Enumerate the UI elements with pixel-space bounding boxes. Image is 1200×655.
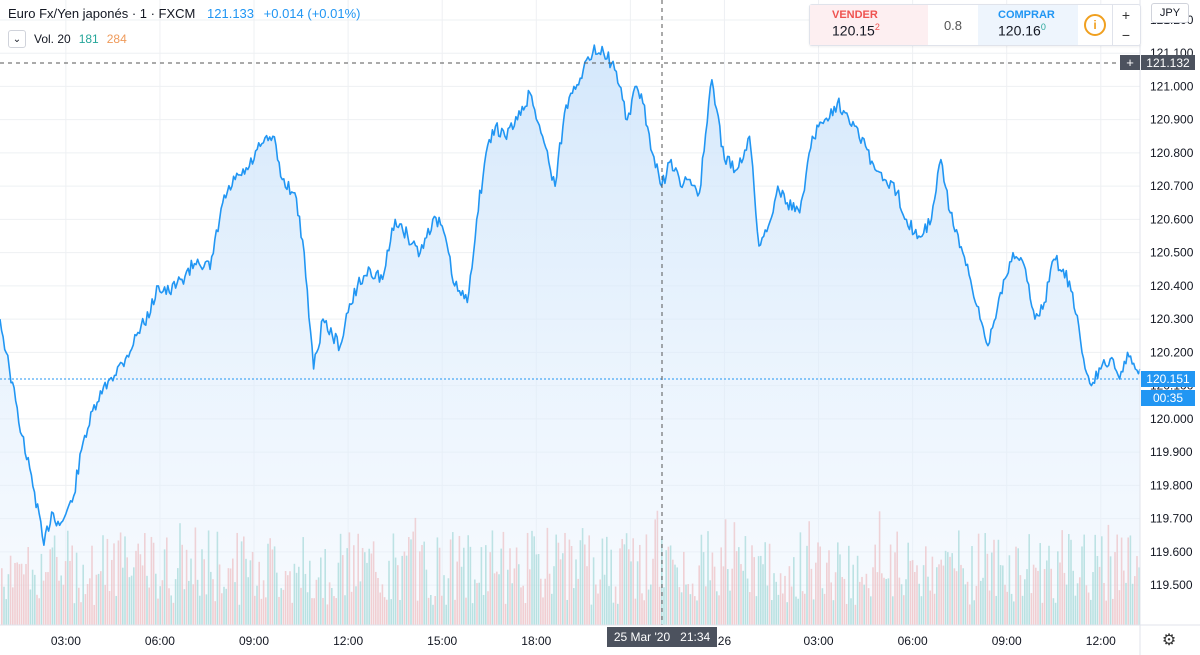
- price-axis: 119.500 119.600 119.700 119.800 119.900 120.0…: [1150, 13, 1194, 592]
- settings-gear-icon[interactable]: ⚙: [1161, 632, 1177, 649]
- price-tick-label: 120.500: [1150, 246, 1194, 260]
- sell-price: 120.152: [832, 22, 880, 39]
- buy-label: COMPRAR: [998, 9, 1055, 21]
- price-tick-label: 119.700: [1150, 512, 1193, 526]
- volume-down-value: 284: [106, 32, 127, 46]
- crosshair-clock: 21:34: [680, 630, 711, 644]
- price-tick-label: 120.700: [1150, 179, 1194, 193]
- plus-button[interactable]: +: [1121, 7, 1131, 23]
- crosshair-date: 25 Mar '20: [613, 630, 671, 644]
- time-axis: 03:0006:0009:0012:0015:0018:0021:002603:…: [51, 634, 1116, 648]
- quantity-stepper: + −: [1112, 5, 1139, 45]
- volume-up-value: 181: [78, 32, 99, 46]
- add-plus-icon[interactable]: +: [1120, 55, 1140, 70]
- spread-value: 0.8: [943, 17, 963, 33]
- price-tick-label: 119.500: [1150, 578, 1193, 592]
- time-tick-label: 18:00: [521, 634, 551, 648]
- price-tick-label: 120.400: [1150, 279, 1194, 293]
- time-tick-label: 09:00: [992, 634, 1022, 648]
- time-tick-label: 26: [718, 634, 732, 648]
- price-tick-label: 119.900: [1150, 445, 1193, 459]
- collapse-chevron-icon[interactable]: ⌄: [8, 30, 26, 48]
- time-tick-label: 09:00: [239, 634, 269, 648]
- currency-button[interactable]: JPY: [1151, 3, 1189, 23]
- time-tick-label: 06:00: [898, 634, 928, 648]
- price-tick-label: 120.900: [1150, 113, 1194, 127]
- price-tick-label: 119.800: [1150, 478, 1193, 492]
- chart-legend: Euro Fx/Yen japonés · 1 · FXCM 121.133 +…: [8, 6, 361, 21]
- time-tick-label: 12:00: [1086, 634, 1116, 648]
- symbol-title: Euro Fx/Yen japonés · 1 · FXCM: [8, 6, 196, 21]
- time-tick-label: 12:00: [333, 634, 363, 648]
- price-tick-label: 120.200: [1150, 345, 1194, 359]
- countdown-tag: 00:35: [1141, 390, 1195, 406]
- time-tick-label: 15:00: [427, 634, 457, 648]
- price-tick-label: 120.000: [1150, 412, 1194, 426]
- price-tick-label: 120.800: [1150, 146, 1194, 160]
- price-tick-label: 121.000: [1150, 79, 1194, 93]
- time-tick-label: 03:00: [51, 634, 81, 648]
- buy-button[interactable]: COMPRAR 120.160: [978, 5, 1078, 45]
- price-tick-label: 119.600: [1150, 545, 1193, 559]
- price-line: [0, 44, 1141, 546]
- sell-button[interactable]: VENDER 120.152: [810, 5, 928, 45]
- crosshair-time-tag: 25 Mar '20 21:34: [607, 627, 717, 647]
- sell-label: VENDER: [832, 9, 878, 21]
- buy-price: 120.160: [998, 22, 1046, 39]
- trade-panel: VENDER 120.152 0.8 COMPRAR 120.160 i + −: [809, 4, 1141, 46]
- price-tick-label: 120.600: [1150, 212, 1194, 226]
- volume-legend: ⌄ Vol. 20 181 284: [8, 30, 127, 48]
- price-change: +0.014 (+0.01%): [263, 6, 361, 21]
- info-icon: i: [1084, 14, 1106, 36]
- last-price: 121.133: [207, 6, 255, 21]
- time-tick-label: 03:00: [804, 634, 834, 648]
- time-tick-label: 06:00: [145, 634, 175, 648]
- price-area: [0, 45, 1140, 626]
- crosshair-price-tag: 121.132: [1141, 55, 1195, 70]
- price-tick-label: 120.300: [1150, 312, 1194, 326]
- info-button[interactable]: i: [1078, 5, 1112, 45]
- volume-label: Vol. 20: [34, 32, 71, 46]
- minus-button[interactable]: −: [1121, 27, 1131, 43]
- last-price-tag: 120.151: [1141, 371, 1195, 387]
